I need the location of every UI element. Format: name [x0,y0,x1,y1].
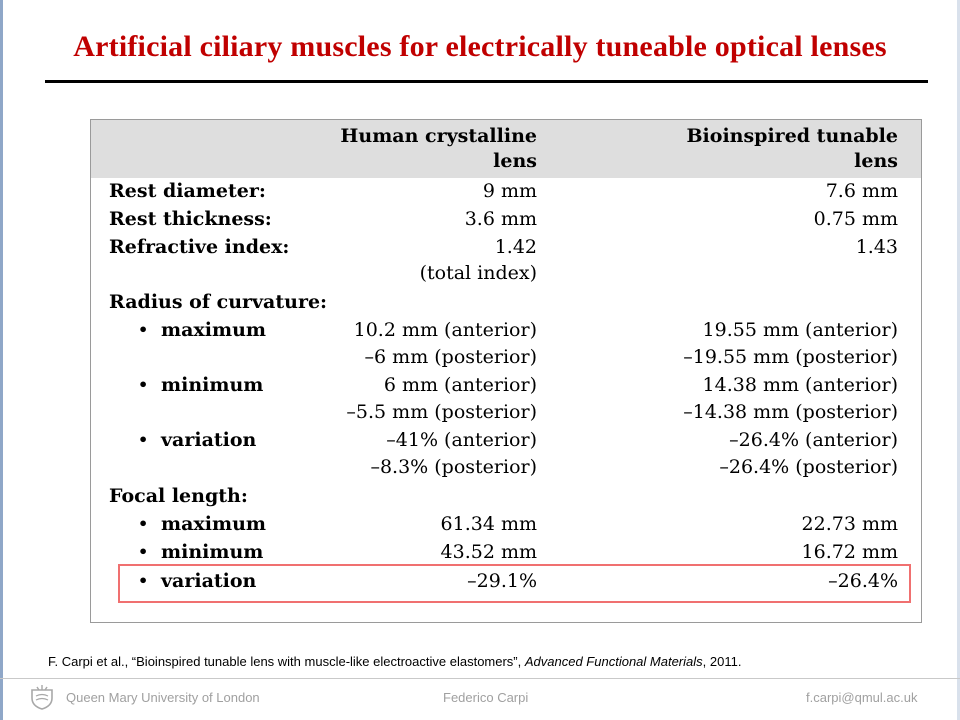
right-edge-rule [957,0,960,720]
row-label: minimum [161,541,264,563]
slide-title: Artificial ciliary muscles for electrica… [73,30,887,63]
bio-value: –14.38 mm (posterior) [683,401,898,423]
human-value: 10.2 mm (anterior) [353,319,537,341]
header-human-line1: Human crystalline [340,125,537,147]
header-bio-line2: lens [854,150,898,172]
citation-suffix: , 2011. [702,654,742,669]
human-value: 43.52 mm [440,541,537,563]
bullet-icon: • [138,571,149,590]
row-label: Rest diameter: [109,180,266,202]
citation-journal: Advanced Functional Materials [524,654,703,669]
bio-value: 0.75 mm [813,208,898,230]
citation-prefix: F. Carpi et al., “Bioinspired tunable le… [48,654,525,669]
bio-value: 19.55 mm (anterior) [702,319,898,341]
bio-value: 14.38 mm (anterior) [702,374,898,396]
bullet-icon: • [138,375,149,394]
human-value: 3.6 mm [464,208,537,230]
bullet-icon: • [138,514,149,533]
row-label: Focal length: [109,485,248,507]
left-edge-rule [0,0,3,720]
row-label: variation [161,570,257,592]
bullet-icon: • [138,542,149,561]
human-value: 6 mm (anterior) [383,374,537,396]
row-label: variation [161,429,257,451]
table-header-row [91,120,921,178]
bio-value: –26.4% (anterior) [729,429,898,451]
bio-value: 22.73 mm [801,513,898,535]
human-value: –5.5 mm (posterior) [346,401,537,423]
header-human-line2: lens [493,150,537,172]
human-value: –8.3% (posterior) [370,456,537,478]
citation: F. Carpi et al., “Bioinspired tunable le… [48,654,741,669]
row-label: maximum [161,319,266,341]
footer-email[interactable]: f.carpi@qmul.ac.uk [806,690,918,705]
comparison-table: Human crystalline lens Bioinspired tunab… [90,119,922,623]
bio-value: –19.55 mm (posterior) [683,346,898,368]
human-value: 1.42 [494,236,537,258]
row-label: Refractive index: [109,236,290,258]
human-value: 9 mm [482,180,537,202]
title-underline [45,80,928,83]
footer-institution: Queen Mary University of London [66,690,260,705]
bio-value: –26.4% (posterior) [719,456,898,478]
university-crest-icon [31,685,53,710]
footer-author: Federico Carpi [443,690,529,705]
row-label: maximum [161,513,266,535]
footer-divider [0,678,960,679]
row-label: Radius of curvature: [109,291,328,313]
bio-value: 16.72 mm [801,541,898,563]
row-label: Rest thickness: [109,208,272,230]
human-value: –29.1% [467,570,537,592]
human-value: –41% (anterior) [386,429,537,451]
bullet-icon: • [138,430,149,449]
row-label: minimum [161,374,264,396]
bio-value: 1.43 [855,236,898,258]
human-value: 61.34 mm [440,513,537,535]
human-value: (total index) [419,262,537,284]
header-bio-line1: Bioinspired tunable [686,125,899,147]
bio-value: –26.4% [828,570,898,592]
human-value: –6 mm (posterior) [364,346,537,368]
bio-value: 7.6 mm [825,180,898,202]
focal-variation-highlight-box [118,564,911,603]
bullet-icon: • [138,320,149,339]
